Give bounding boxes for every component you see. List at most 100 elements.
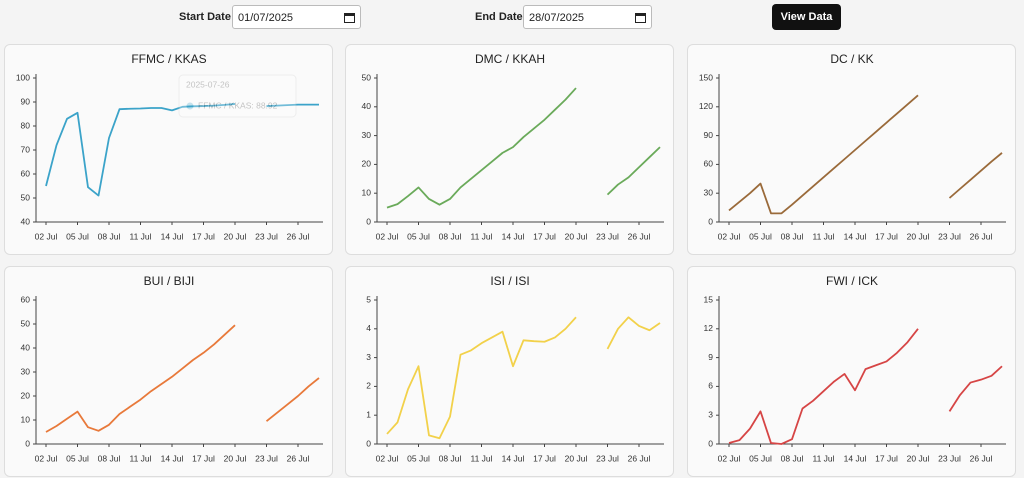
x-tick-label: 23 Jul bbox=[596, 453, 619, 463]
x-tick-label: 05 Jul bbox=[749, 453, 772, 463]
x-tick-label: 02 Jul bbox=[718, 453, 741, 463]
chart: DMC / KKAH 0 10 20 30 40 50 02 Jul 05 Jul 08 Jul 1… bbox=[362, 52, 664, 241]
y-tick-label: 0 bbox=[366, 216, 371, 226]
x-tick-label: 23 Jul bbox=[255, 453, 278, 463]
y-tick-label: 60 bbox=[704, 159, 714, 169]
x-tick-label: 14 Jul bbox=[161, 453, 184, 463]
y-tick-label: 1 bbox=[366, 409, 371, 419]
y-tick-label: 12 bbox=[704, 323, 714, 333]
y-tick-label: 0 bbox=[708, 216, 713, 226]
x-tick-label: 26 Jul bbox=[287, 231, 310, 241]
chart-card: FFMC / KKAS 40 50 60 70 80 90 100 02 Jul 05 Jul 08… bbox=[4, 44, 333, 255]
chart: BUI / BIJI 0 10 20 30 40 50 60 02 Jul 05 Jul 08 Ju… bbox=[21, 274, 323, 463]
y-tick-label: 100 bbox=[16, 72, 30, 82]
y-tick-label: 10 bbox=[362, 187, 372, 197]
x-tick-label: 26 Jul bbox=[970, 453, 993, 463]
x-tick-label: 20 Jul bbox=[565, 453, 588, 463]
y-tick-label: 5 bbox=[366, 294, 371, 304]
y-tick-label: 90 bbox=[21, 96, 31, 106]
x-tick-label: 26 Jul bbox=[628, 231, 651, 241]
chart: FFMC / KKAS 40 50 60 70 80 90 100 02 Jul 05 Jul 08… bbox=[16, 52, 323, 241]
y-tick-label: 90 bbox=[704, 130, 714, 140]
chart: FWI / ICK 0 3 6 9 12 15 02 Jul 05 Jul 08 Jul 11 Ju… bbox=[704, 274, 1006, 463]
y-tick-label: 0 bbox=[708, 438, 713, 448]
x-tick-label: 08 Jul bbox=[781, 231, 804, 241]
x-tick-label: 26 Jul bbox=[628, 453, 651, 463]
x-tick-label: 14 Jul bbox=[502, 453, 525, 463]
y-tick-label: 3 bbox=[366, 352, 371, 362]
x-tick-label: 14 Jul bbox=[844, 231, 867, 241]
start-date-value: 01/07/2025 bbox=[238, 12, 294, 24]
x-tick-label: 17 Jul bbox=[533, 231, 556, 241]
y-tick-label: 150 bbox=[699, 72, 713, 82]
y-tick-label: 2 bbox=[366, 381, 371, 391]
tooltip-box bbox=[178, 74, 297, 118]
end-label: End Date bbox=[475, 11, 523, 23]
x-tick-label: 23 Jul bbox=[938, 453, 961, 463]
x-tick-label: 17 Jul bbox=[875, 231, 898, 241]
chart-title: DC / KK bbox=[830, 52, 873, 66]
x-tick-label: 02 Jul bbox=[718, 231, 741, 241]
chart-card: BUI / BIJI 0 10 20 30 40 50 60 02 Jul 05 Jul 08 Ju… bbox=[4, 266, 333, 477]
x-tick-label: 20 Jul bbox=[565, 231, 588, 241]
y-tick-label: 40 bbox=[21, 216, 31, 226]
tooltip-date: 2025-07-26 bbox=[186, 79, 230, 89]
y-tick-label: 20 bbox=[21, 390, 31, 400]
calendar-icon bbox=[344, 13, 355, 23]
start-label: Start Date bbox=[179, 11, 231, 23]
y-tick-label: 4 bbox=[366, 323, 371, 333]
y-tick-label: 0 bbox=[25, 438, 30, 448]
x-tick-label: 05 Jul bbox=[407, 231, 430, 241]
y-tick-label: 30 bbox=[704, 187, 714, 197]
x-tick-label: 20 Jul bbox=[224, 453, 247, 463]
calendar-icon bbox=[635, 13, 646, 23]
data-line bbox=[386, 316, 661, 440]
x-tick-label: 26 Jul bbox=[287, 453, 310, 463]
start-date-input[interactable]: 01/07/2025 bbox=[232, 5, 361, 29]
y-tick-label: 3 bbox=[708, 409, 713, 419]
tooltip: 2025-07-26 FFMC / KKAS: 88.92 bbox=[178, 74, 297, 118]
view-data-button[interactable]: View Data bbox=[772, 4, 841, 30]
y-tick-label: 20 bbox=[362, 159, 372, 169]
x-tick-label: 08 Jul bbox=[781, 453, 804, 463]
x-tick-label: 14 Jul bbox=[161, 231, 184, 241]
tooltip-swatch bbox=[186, 102, 194, 110]
tooltip-text: FFMC / KKAS: 88.92 bbox=[198, 100, 278, 110]
x-tick-label: 14 Jul bbox=[502, 231, 525, 241]
data-line bbox=[728, 94, 1003, 215]
data-line bbox=[45, 103, 319, 197]
x-tick-label: 05 Jul bbox=[407, 453, 430, 463]
x-tick-label: 26 Jul bbox=[970, 231, 993, 241]
x-tick-label: 08 Jul bbox=[439, 453, 462, 463]
y-tick-label: 0 bbox=[366, 438, 371, 448]
x-tick-label: 17 Jul bbox=[192, 231, 215, 241]
chart-title: BUI / BIJI bbox=[144, 274, 195, 288]
y-tick-label: 50 bbox=[21, 192, 31, 202]
x-tick-label: 11 Jul bbox=[812, 453, 834, 463]
chart-title: ISI / ISI bbox=[490, 274, 529, 288]
y-tick-label: 40 bbox=[362, 101, 372, 111]
y-tick-label: 30 bbox=[21, 366, 31, 376]
x-tick-label: 11 Jul bbox=[129, 453, 151, 463]
chart-card: DC / KK 0 30 60 90 120 150 02 Jul 05 Jul 08 Jul 11… bbox=[687, 44, 1016, 255]
x-tick-label: 11 Jul bbox=[129, 231, 151, 241]
x-tick-label: 05 Jul bbox=[749, 231, 772, 241]
end-date-input[interactable]: 28/07/2025 bbox=[523, 5, 652, 29]
x-tick-label: 08 Jul bbox=[439, 231, 462, 241]
x-tick-label: 08 Jul bbox=[98, 231, 121, 241]
y-tick-label: 10 bbox=[21, 414, 31, 424]
x-tick-label: 17 Jul bbox=[875, 453, 898, 463]
x-tick-label: 11 Jul bbox=[470, 453, 492, 463]
data-line bbox=[386, 87, 661, 209]
y-tick-label: 80 bbox=[21, 120, 31, 130]
y-tick-label: 40 bbox=[21, 342, 31, 352]
x-tick-label: 05 Jul bbox=[66, 231, 89, 241]
y-tick-label: 30 bbox=[362, 130, 372, 140]
x-tick-label: 17 Jul bbox=[192, 453, 215, 463]
chart-title: FWI / ICK bbox=[826, 274, 878, 288]
x-tick-label: 20 Jul bbox=[224, 231, 247, 241]
chart: ISI / ISI 0 1 2 3 4 5 02 Jul 05 Jul 08 Jul 11 Jul 1… bbox=[366, 274, 664, 463]
x-tick-label: 14 Jul bbox=[844, 453, 867, 463]
x-tick-label: 02 Jul bbox=[35, 231, 58, 241]
x-tick-label: 23 Jul bbox=[255, 231, 278, 241]
